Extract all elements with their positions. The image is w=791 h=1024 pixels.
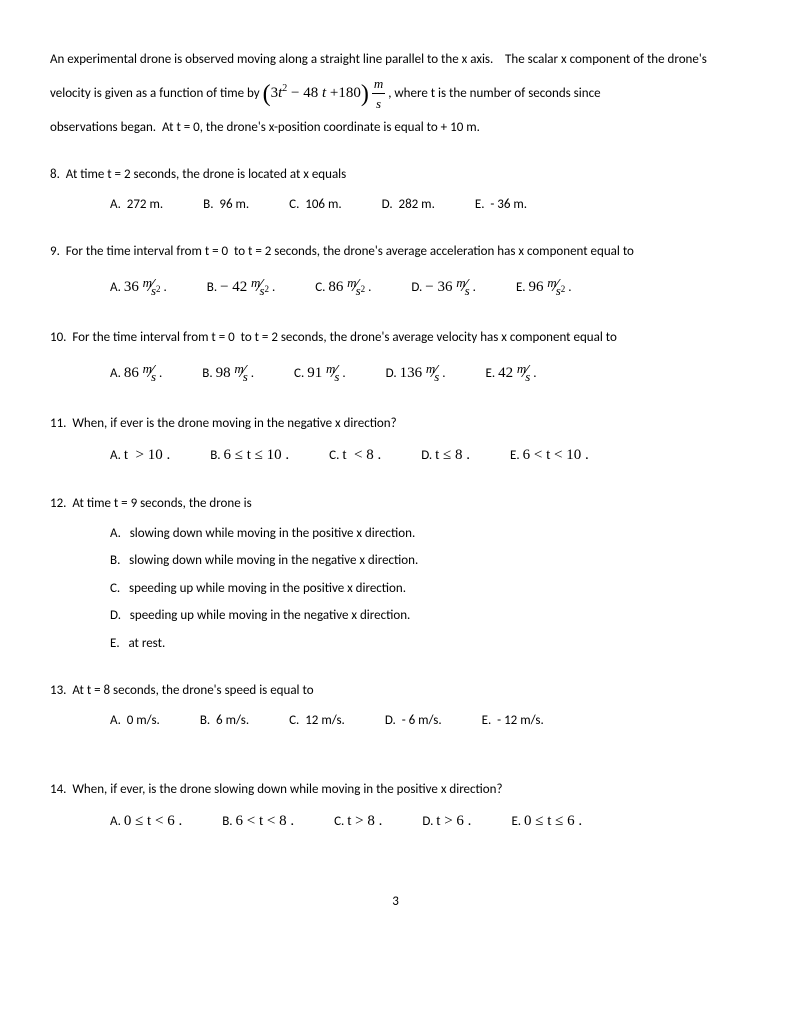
page-number: 3 xyxy=(50,892,741,912)
q9-choice-a: A. 36 m⁄s2 . xyxy=(110,272,167,301)
q9-choice-e: E. 96 m⁄s2 . xyxy=(516,272,572,301)
q14-stem: 14. When, if ever, is the drone slowing … xyxy=(50,780,741,800)
q10-choice-c: C. 91 m⁄s . xyxy=(294,358,346,387)
q14-choice-b: B. 6 < t < 8 . xyxy=(222,810,294,833)
q13-choice-e: E. - 12 m/s. xyxy=(482,711,544,731)
q9-choice-c: C. 86 m⁄s2 . xyxy=(315,272,371,301)
q9-choice-b: B. − 42 m⁄s2 . xyxy=(207,272,275,301)
q12-stem: 12. At time t = 9 seconds, the drone is xyxy=(50,494,741,514)
frac-den: s xyxy=(372,94,385,114)
q11-stem: 11. When, if ever is the drone moving in… xyxy=(50,414,741,434)
q13-choice-b: B. 6 m/s. xyxy=(200,711,249,731)
q8-choice-c: C. 106 m. xyxy=(289,195,341,215)
q13-choice-a: A. 0 m/s. xyxy=(110,711,160,731)
q12-choice-e: E. at rest. xyxy=(110,634,741,654)
unit-fraction: m s xyxy=(372,74,385,114)
question-11: 11. When, if ever is the drone moving in… xyxy=(50,414,741,466)
question-14: 14. When, if ever, is the drone slowing … xyxy=(50,780,741,832)
q8-choice-a: A. 272 m. xyxy=(110,195,163,215)
q14-choice-d: D. t > 6 . xyxy=(422,810,471,833)
q10-stem: 10. For the time interval from t = 0 to … xyxy=(50,328,741,348)
question-9: 9. For the time interval from t = 0 to t… xyxy=(50,242,741,300)
problem-intro: An experimental drone is observed moving… xyxy=(50,50,741,137)
intro-line-1: An experimental drone is observed moving… xyxy=(50,50,741,70)
q10-choice-d: D. 136 m⁄s . xyxy=(386,358,446,387)
q14-choice-a: A. 0 ≤ t < 6 . xyxy=(110,810,182,833)
intro-line-2: velocity is given as a function of time … xyxy=(50,74,741,114)
q8-choice-e: E. - 36 m. xyxy=(475,195,527,215)
q11-choice-b: B. 6 ≤ t ≤ 10 . xyxy=(210,444,289,467)
q10-choice-e: E. 42 m⁄s . xyxy=(486,358,537,387)
paren-close: ) xyxy=(361,81,369,107)
q9-stem: 9. For the time interval from t = 0 to t… xyxy=(50,242,741,262)
intro-text-2a: velocity is given as a function of time … xyxy=(50,86,263,101)
question-10: 10. For the time interval from t = 0 to … xyxy=(50,328,741,386)
q13-choices: A. 0 m/s. B. 6 m/s. C. 12 m/s. D. - 6 m/… xyxy=(50,711,741,731)
q11-choices: A. t > 10 . B. 6 ≤ t ≤ 10 . C. t < 8 . D… xyxy=(50,444,741,467)
q11-choice-c: C. t < 8 . xyxy=(329,444,381,467)
q9-choice-d: D. − 36 m⁄s . xyxy=(411,272,476,301)
q10-choice-b: B. 98 m⁄s . xyxy=(202,358,254,387)
q10-choices: A. 86 m⁄s . B. 98 m⁄s . C. 91 m⁄s . D. 1… xyxy=(50,358,741,387)
paren-open: ( xyxy=(263,81,271,107)
q12-choice-d: D. speeding up while moving in the negat… xyxy=(110,606,741,626)
q13-stem: 13. At t = 8 seconds, the drone's speed … xyxy=(50,681,741,701)
question-13: 13. At t = 8 seconds, the drone's speed … xyxy=(50,681,741,730)
q12-choice-a: A. slowing down while moving in the posi… xyxy=(110,524,741,544)
question-12: 12. At time t = 9 seconds, the drone is … xyxy=(50,494,741,653)
q14-choice-e: E. 0 ≤ t ≤ 6 . xyxy=(511,810,582,833)
expr-plus180: +180 xyxy=(326,85,361,101)
q12-choices: A. slowing down while moving in the posi… xyxy=(50,524,741,654)
q13-choice-c: C. 12 m/s. xyxy=(289,711,345,731)
q12-choice-b: B. slowing down while moving in the nega… xyxy=(110,551,741,571)
intro-text-2b: , where t is the number of seconds since xyxy=(388,86,600,101)
q8-choice-b: B. 96 m. xyxy=(203,195,249,215)
q11-choice-e: E. 6 < t < 10 . xyxy=(510,444,589,467)
q8-choice-d: D. 282 m. xyxy=(382,195,435,215)
frac-num: m xyxy=(372,74,385,95)
expr-minus: − xyxy=(287,85,303,101)
question-8: 8. At time t = 2 seconds, the drone is l… xyxy=(50,165,741,214)
q11-choice-a: A. t > 10 . xyxy=(110,444,170,467)
q13-choice-d: D. - 6 m/s. xyxy=(385,711,442,731)
q11-choice-d: D. t ≤ 8 . xyxy=(421,444,470,467)
expr-48: 48 xyxy=(303,85,322,101)
q10-choice-a: A. 86 m⁄s . xyxy=(110,358,162,387)
q12-choice-c: C. speeding up while moving in the posit… xyxy=(110,579,741,599)
intro-line-3: observations began. At t = 0, the drone'… xyxy=(50,118,741,138)
q8-choices: A. 272 m. B. 96 m. C. 106 m. D. 282 m. E… xyxy=(50,195,741,215)
q14-choice-c: C. t > 8 . xyxy=(334,810,382,833)
q14-choices: A. 0 ≤ t < 6 . B. 6 < t < 8 . C. t > 8 .… xyxy=(50,810,741,833)
q9-choices: A. 36 m⁄s2 . B. − 42 m⁄s2 . C. 86 m⁄s2 .… xyxy=(50,272,741,301)
q8-stem: 8. At time t = 2 seconds, the drone is l… xyxy=(50,165,741,185)
expr-3: 3 xyxy=(271,85,279,101)
